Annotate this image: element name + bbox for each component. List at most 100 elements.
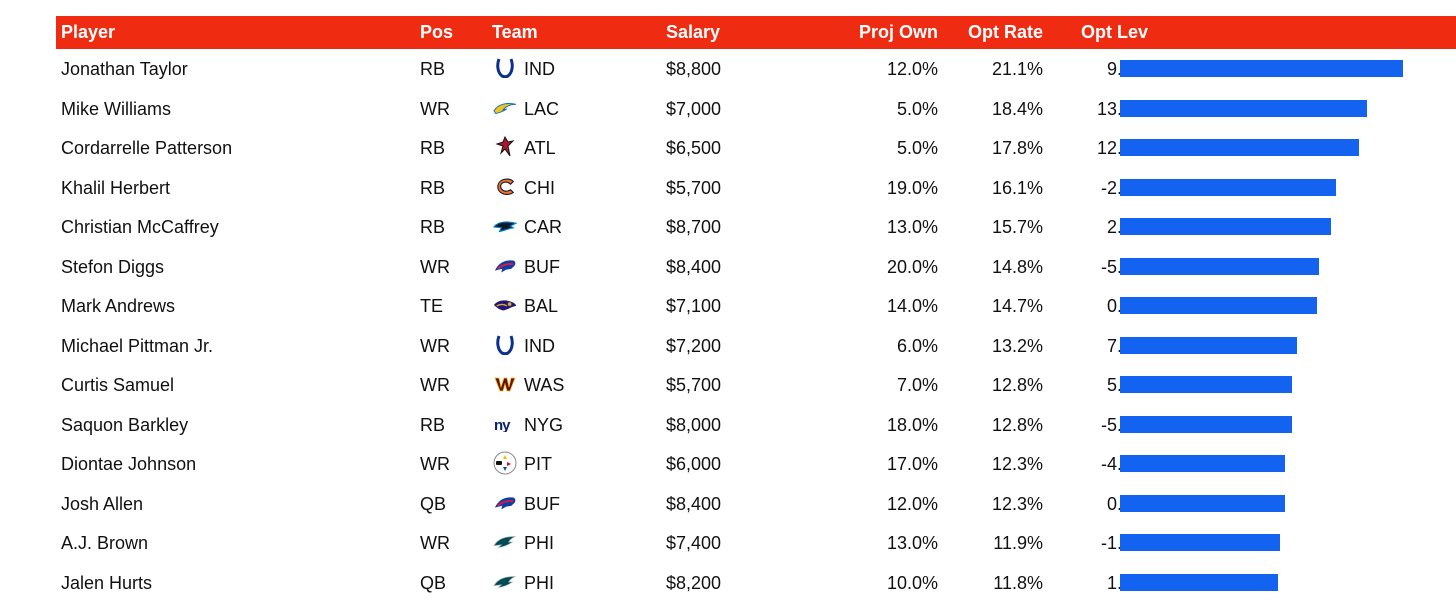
opt-rate-bar: [1120, 455, 1285, 472]
svg-text:ny: ny: [494, 417, 511, 432]
team-abbr: CAR: [524, 217, 563, 237]
bills-icon: [493, 255, 517, 277]
header-opt-rate: Opt Rate: [967, 22, 1043, 42]
opt-rate: 13.2%: [991, 335, 1043, 356]
player-name: Cordarrelle Patterson: [61, 138, 233, 158]
player-position: RB: [420, 177, 446, 198]
player-salary: $8,400: [666, 493, 722, 514]
opt-rate-bar: [1120, 257, 1319, 275]
team-abbr: NYG: [524, 414, 564, 435]
opt-rate: 12.8%: [991, 375, 1043, 395]
player-position: WR: [420, 375, 450, 395]
proj-own: 12.0%: [886, 493, 938, 514]
opt-rate: 11.8%: [993, 572, 1043, 593]
header-salary: Salary: [666, 22, 721, 42]
proj-own: 18.0%: [886, 414, 938, 435]
player-position: RB: [420, 217, 446, 237]
player-position: WR: [420, 256, 450, 277]
player-position: QB: [420, 493, 447, 514]
player-position: WR: [420, 335, 450, 356]
player-salary: $5,700: [666, 177, 722, 198]
player-name: Jonathan Taylor: [61, 59, 188, 79]
player-position: RB: [420, 59, 446, 79]
player-name: Khalil Herbert: [61, 177, 171, 198]
player-position: WR: [420, 454, 450, 474]
player-name: Mark Andrews: [61, 296, 176, 316]
steelers-icon: [493, 451, 517, 475]
opt-rate-bar: [1120, 297, 1318, 314]
proj-own: 20.0%: [886, 256, 938, 277]
header-team: Team: [492, 22, 538, 42]
opt-rate: 12.3%: [991, 454, 1043, 474]
player-salary: $7,200: [666, 335, 722, 356]
opt-rate-bar: [1120, 218, 1331, 235]
chargers-bolt-icon: [493, 97, 517, 119]
ravens-icon: [493, 294, 517, 316]
opt-rate-bar: [1120, 415, 1292, 433]
opt-rate: 18.4%: [991, 98, 1043, 119]
player-position: RB: [420, 138, 446, 158]
giants-ny-icon: ny: [493, 413, 517, 435]
proj-own: 14.0%: [886, 296, 938, 316]
table-row: Cordarrelle Patterson RB ATL $6,500 5.0% 17.8…: [56, 128, 1456, 168]
player-salary: $8,800: [666, 59, 722, 79]
team-abbr: BUF: [524, 256, 560, 277]
opt-rate: 14.8%: [991, 256, 1043, 277]
team-abbr: PHI: [524, 533, 555, 553]
opt-rate: 12.8%: [991, 414, 1043, 435]
player-position: RB: [420, 414, 446, 435]
team-abbr: BAL: [524, 296, 559, 316]
player-name: Mike Williams: [61, 98, 171, 119]
team-abbr: LAC: [524, 98, 560, 119]
opt-rate-bar: [1120, 573, 1279, 591]
proj-own: 13.0%: [886, 217, 938, 237]
team-abbr: BUF: [524, 493, 560, 514]
player-salary: $7,000: [666, 98, 722, 119]
opt-rate-bar: [1120, 60, 1403, 77]
table-row: Michael Pittman Jr.WRIND$7,2006.0%13.2%7…: [56, 326, 1456, 366]
colts-horseshoe-icon: [493, 334, 517, 356]
opt-rate: 17.8%: [991, 138, 1043, 158]
player-name: Josh Allen: [61, 493, 144, 514]
opt-rate-bar: [1120, 534, 1280, 551]
player-name: Diontae Johnson: [61, 454, 197, 474]
team-abbr: PHI: [524, 572, 555, 593]
player-name: Christian McCaffrey: [61, 217, 219, 237]
eagles-icon: [493, 571, 517, 593]
player-name: Saquon Barkley: [61, 414, 189, 435]
opt-rate-bar: [1120, 376, 1292, 393]
player-name: Stefon Diggs: [61, 256, 165, 277]
opt-rate: 11.9%: [993, 533, 1043, 553]
table-row: Saquon BarkleyRBNYG$8,00018.0%12.8%-5.2%…: [56, 405, 1456, 445]
bears-c-icon: [493, 176, 517, 198]
opt-rate: 14.7%: [991, 296, 1043, 316]
player-position: QB: [420, 572, 447, 593]
proj-own: 19.0%: [886, 177, 938, 198]
player-name: A.J. Brown: [61, 533, 149, 553]
proj-own: 12.0%: [886, 59, 938, 79]
player-table: Player Pos Team Salary Proj Own Opt Rate…: [56, 16, 1456, 602]
player-name: Curtis Samuel: [61, 375, 175, 395]
player-name: Jalen Hurts: [61, 572, 153, 593]
header-player: Player: [61, 22, 116, 42]
proj-own: 5.0%: [896, 98, 938, 119]
player-salary: $7,100: [666, 296, 722, 316]
opt-rate-bar: [1120, 178, 1336, 196]
player-salary: $5,700: [666, 375, 722, 395]
proj-own: 7.0%: [896, 375, 938, 395]
opt-rate-bar: [1120, 99, 1367, 117]
opt-rate: 15.7%: [991, 217, 1043, 237]
player-position: TE: [420, 296, 444, 316]
player-position: WR: [420, 533, 450, 553]
proj-own: 5.0%: [896, 138, 938, 158]
team-abbr: WAS: [524, 375, 565, 395]
player-name: Michael Pittman Jr.: [61, 335, 214, 356]
opt-rate-bar: [1120, 494, 1285, 512]
